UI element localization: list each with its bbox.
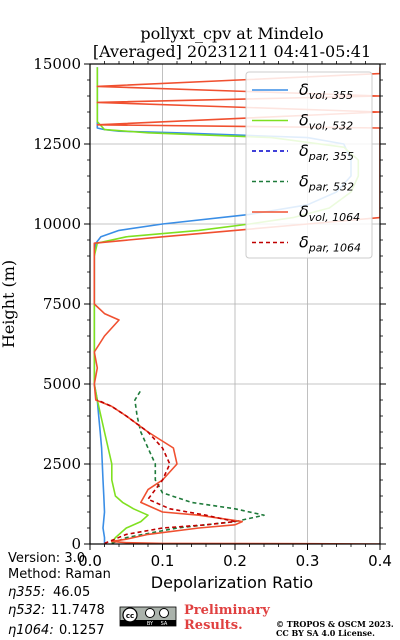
series-line-3 [111, 388, 265, 544]
legend-label-3: δpar, 532 [299, 172, 354, 194]
x-tick-label: 0.0 [78, 552, 102, 570]
eta1064-label: η1064: [8, 623, 54, 638]
eta532-label: η532: [8, 603, 45, 618]
cc-text: cc [126, 612, 134, 620]
info-block: Version: 3.0 Method: Raman η355: 46.05 η… [8, 551, 111, 638]
sa-icon [159, 608, 169, 618]
y-tick-label: 5000 [43, 375, 81, 393]
y-axis-label: Height (m) [0, 260, 18, 348]
legend-label-1: δvol, 532 [299, 111, 353, 133]
legend-label-5: δpar, 1064 [299, 233, 361, 255]
eta355-label: η355: [8, 585, 45, 600]
version-text: Version: 3.0 [8, 551, 85, 566]
legend-label-4: δvol, 1064 [299, 202, 360, 224]
eta1064-value: 0.1257 [59, 623, 105, 638]
y-tick-label: 0 [71, 535, 81, 553]
axis-ticks: 0.0 0.1 0.2 0.3 0.4 0 2500 5000 7500 10000 12500 15… [33, 55, 392, 570]
y-tick-label: 12500 [33, 135, 81, 153]
chart-subtitle: [Averaged] 20231211 04:41-05:41 [93, 42, 371, 61]
preliminary-text: Preliminary [184, 603, 270, 618]
legend-label-0: δvol, 355 [299, 80, 353, 102]
license-block: cc BY SA Preliminary Results. © TROPOS &… [119, 603, 394, 638]
y-tick-label: 2500 [43, 455, 81, 473]
series-line-4 [93, 67, 380, 544]
x-tick-label: 0.1 [151, 552, 175, 570]
legend: δvol, 355 δvol, 532 δpar, 355 δpar, 532 δvol… [245, 71, 373, 259]
by-text: BY [147, 621, 154, 627]
y-tick-label: 15000 [33, 55, 81, 73]
license-text: CC BY SA 4.0 License. [276, 628, 375, 638]
x-tick-label: 0.2 [223, 552, 247, 570]
y-tick-label: 7500 [43, 295, 81, 313]
eta355-value: 46.05 [53, 585, 90, 600]
cc-badge-bottom [120, 620, 176, 626]
chart-title: pollyxt_cpv at Mindelo [140, 24, 323, 43]
series-line-5 [96, 399, 236, 544]
y-tick-label: 10000 [33, 215, 81, 233]
by-icon [145, 608, 155, 618]
x-axis-label: Depolarization Ratio [151, 573, 313, 592]
copyright-text: © TROPOS & OSCM 2023. [276, 619, 394, 629]
sa-text: SA [161, 621, 168, 627]
method-text: Method: Raman [8, 567, 111, 582]
results-text: Results. [184, 618, 243, 633]
x-tick-label: 0.4 [368, 552, 392, 570]
x-tick-label: 0.3 [296, 552, 320, 570]
legend-label-2: δpar, 355 [299, 141, 354, 163]
cc-icon [122, 607, 138, 623]
eta532-value: 11.7478 [51, 603, 105, 618]
